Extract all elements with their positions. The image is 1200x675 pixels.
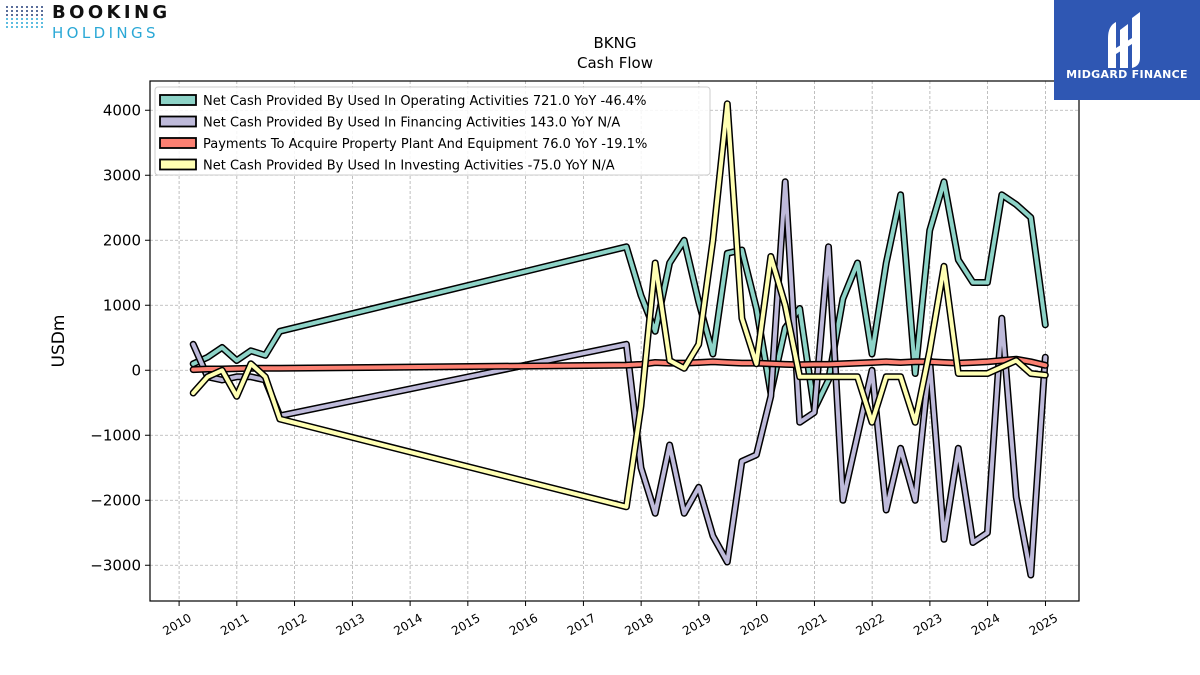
midgard-mark-icon (1108, 12, 1140, 68)
plot-frame (149, 80, 1080, 602)
series-line-outline (189, 178, 1049, 413)
series-line (191, 101, 1048, 509)
legend-swatch (159, 137, 197, 149)
legend: Net Cash Provided By Used In Operating A… (154, 86, 711, 176)
logo-line-2: HOLDINGS (52, 24, 159, 42)
legend-item: Net Cash Provided By Used In Operating A… (159, 94, 646, 109)
y-tick-label: −2000 (90, 491, 141, 509)
midgard-finance-logo: MIDGARD FINANCE (1054, 0, 1200, 100)
y-tick-label: 1000 (103, 296, 141, 314)
x-tick-label: 2010 (160, 611, 193, 638)
x-tick-label: 2018 (622, 611, 655, 638)
y-tick-label: −3000 (90, 556, 141, 574)
y-tick-label: 4000 (103, 101, 141, 119)
legend-item: Net Cash Provided By Used In Financing A… (159, 115, 620, 131)
y-tick-label: 3000 (103, 166, 141, 184)
x-tick-label: 2017 (565, 611, 598, 638)
chart-subtitle: Cash Flow (577, 54, 653, 72)
legend-label: Net Cash Provided By Used In Operating A… (203, 94, 646, 109)
series-line-outline (189, 178, 1049, 579)
x-tick-label: 2023 (911, 611, 944, 638)
series-0 (189, 178, 1049, 413)
x-tick-label: 2021 (796, 611, 829, 638)
legend-swatch (159, 115, 197, 128)
midgard-finance-name: MIDGARD FINANCE (1066, 68, 1188, 81)
x-tick-label: 2013 (334, 611, 367, 638)
legend-box (154, 86, 711, 176)
series-line (191, 179, 1048, 412)
legend-label: Payments To Acquire Property Plant And E… (203, 137, 647, 152)
legend-label: Net Cash Provided By Used In Financing A… (203, 116, 620, 131)
y-tick-label: −1000 (90, 426, 141, 444)
legend-item: Payments To Acquire Property Plant And E… (159, 137, 647, 152)
y-tick-label: 2000 (103, 231, 141, 249)
legend-item: Net Cash Provided By Used In Investing A… (159, 158, 615, 174)
x-tick-label: 2015 (449, 611, 482, 638)
legend-swatch (159, 158, 197, 171)
x-tick-label: 2016 (507, 611, 540, 638)
legend-swatch (159, 94, 197, 106)
series-3 (189, 100, 1049, 511)
y-axis-label: USDm (49, 315, 69, 368)
chart-title: BKNG (594, 34, 637, 52)
x-tick-label: 2024 (969, 611, 1002, 638)
x-tick-label: 2014 (391, 611, 424, 638)
x-tick-label: 2019 (680, 611, 713, 638)
x-tick-label: 2012 (276, 611, 309, 638)
logo-line-1: BOOKING (52, 2, 171, 23)
series-line (191, 179, 1048, 577)
x-tick-label: 2011 (218, 611, 251, 638)
series-1 (189, 178, 1049, 579)
x-tick-label: 2025 (1027, 611, 1060, 638)
x-tick-label: 2020 (738, 611, 771, 638)
legend-label: Net Cash Provided By Used In Investing A… (203, 159, 615, 174)
y-tick-label: 0 (131, 361, 141, 379)
logo-dots-icon (6, 6, 44, 28)
series-layer (189, 100, 1049, 579)
booking-holdings-logo: BOOKING HOLDINGS (6, 4, 171, 41)
x-tick-label: 2022 (853, 611, 886, 638)
